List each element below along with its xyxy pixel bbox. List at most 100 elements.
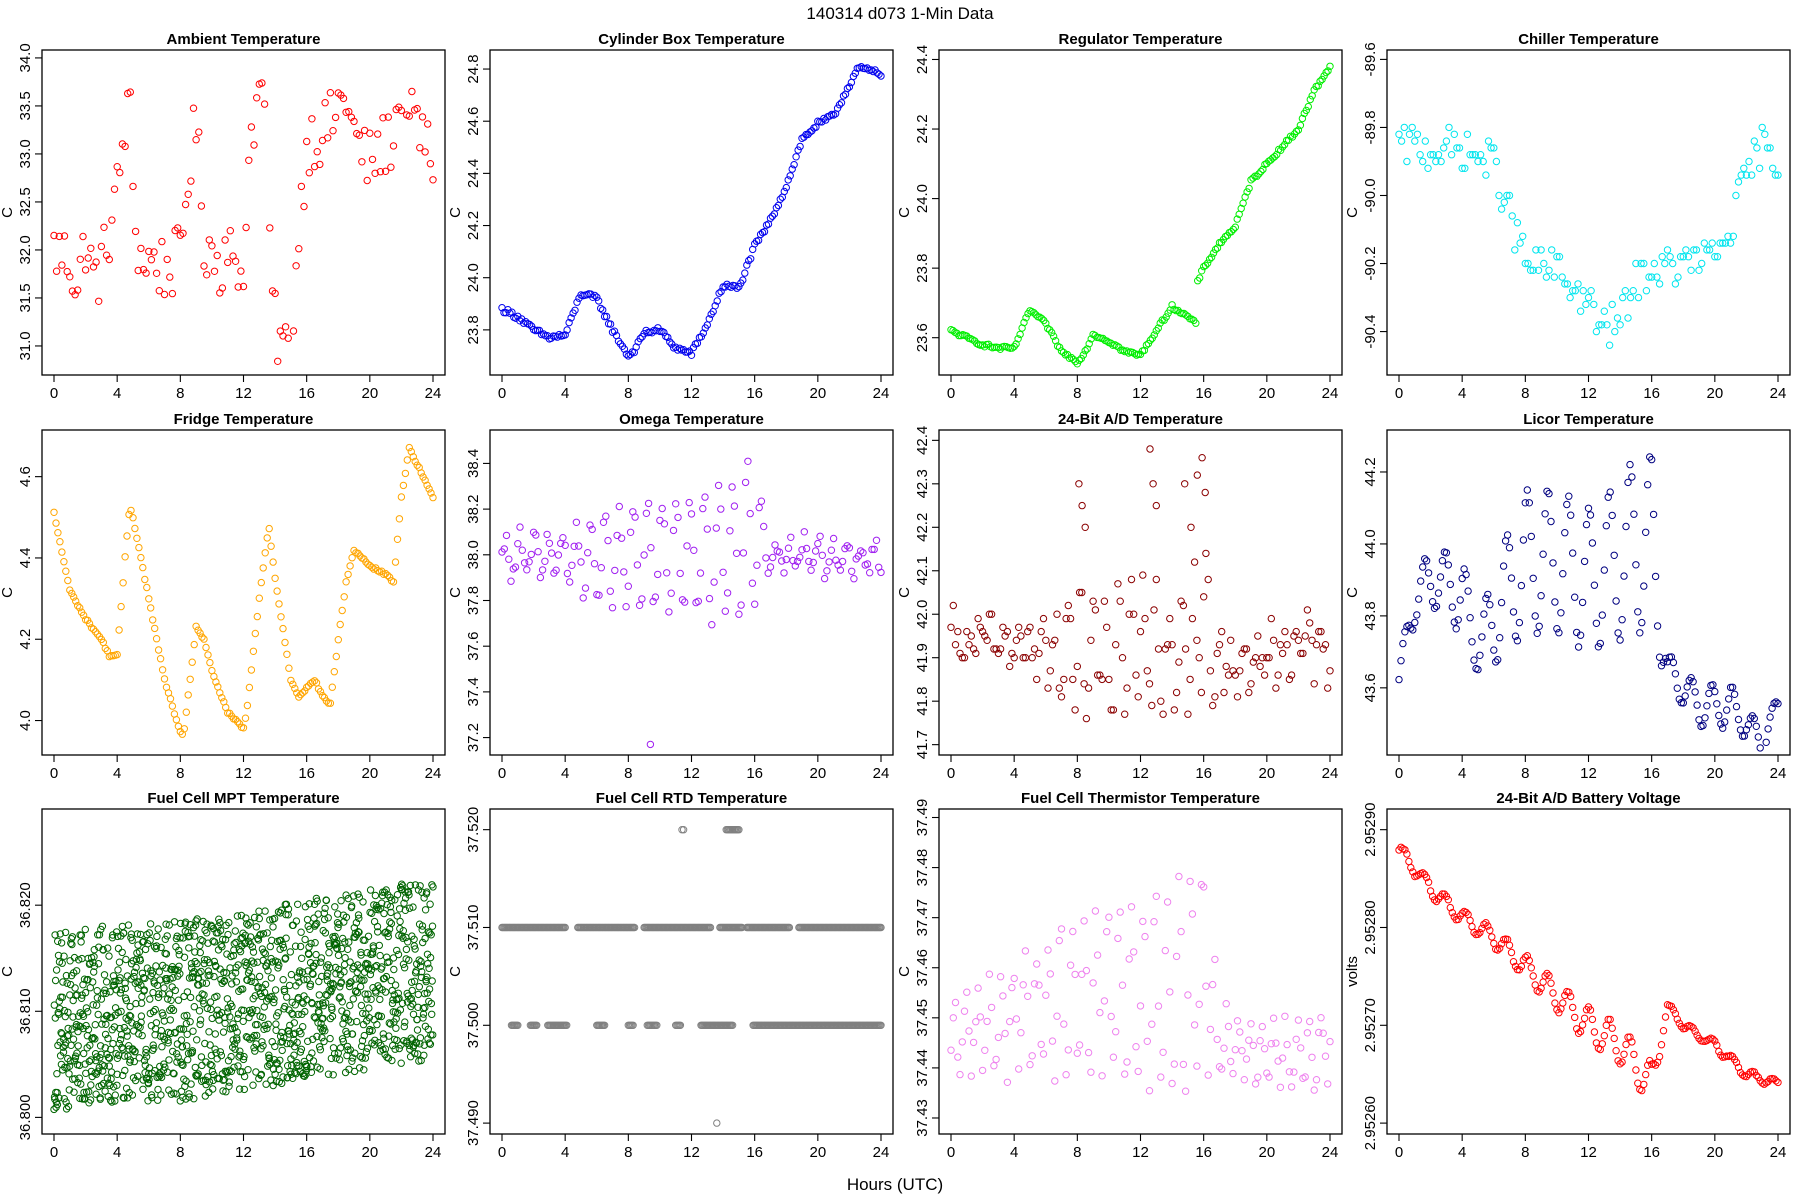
data-point [538, 566, 547, 574]
data-point [717, 505, 725, 513]
data-point [1762, 1079, 1770, 1087]
data-point [794, 146, 802, 154]
data-point [800, 528, 808, 536]
data-point [1303, 606, 1312, 614]
data-point [1653, 273, 1661, 281]
data-point [1655, 280, 1664, 288]
y-tick-label: 38.2 [465, 495, 482, 524]
data-point [1152, 892, 1161, 900]
data-point [818, 551, 826, 559]
data-point [1690, 246, 1698, 254]
data-point [1093, 671, 1102, 679]
data-point [222, 969, 231, 977]
data-point [231, 257, 240, 265]
data-point [1150, 331, 1159, 339]
data-point [322, 697, 331, 705]
data-point [386, 918, 394, 926]
data-point [1055, 343, 1064, 351]
data-point [867, 66, 875, 74]
data-point [282, 900, 291, 908]
data-point [1424, 569, 1433, 577]
panel-title: Fuel Cell MPT Temperature [147, 790, 339, 807]
data-point [1245, 1036, 1253, 1044]
data-point [224, 1004, 232, 1012]
data-point [239, 1017, 247, 1025]
data-point [355, 1064, 364, 1072]
data-point [541, 557, 549, 565]
data-point [1458, 164, 1466, 173]
data-point [58, 548, 66, 556]
data-point [1626, 1033, 1634, 1041]
data-point [1181, 480, 1189, 488]
data-point [502, 531, 511, 540]
data-point [1496, 944, 1504, 952]
data-point [1112, 641, 1120, 649]
data-point [1267, 1040, 1276, 1048]
data-points [1395, 453, 1782, 752]
data-point [1193, 636, 1201, 644]
data-point [1584, 504, 1593, 512]
data-point [123, 532, 131, 540]
data-point [958, 1038, 966, 1046]
data-point [114, 944, 123, 953]
data-point [1243, 188, 1251, 196]
data-point [275, 1065, 283, 1074]
data-point [969, 645, 978, 653]
data-point [1626, 460, 1634, 469]
data-point [298, 954, 306, 962]
data-point [1276, 641, 1285, 649]
data-point [115, 958, 124, 966]
data-point [1319, 645, 1327, 653]
data-point [240, 1072, 249, 1081]
data-point [843, 84, 852, 93]
data-point [117, 985, 126, 994]
data-point [1430, 896, 1439, 904]
x-tick-label: 12 [1580, 385, 1597, 402]
data-point [290, 1019, 298, 1027]
data-point [1408, 123, 1416, 132]
data-point [221, 236, 229, 244]
data-point [333, 940, 341, 948]
data-point [1222, 1000, 1230, 1008]
data-point [245, 156, 253, 165]
y-tick-label: 4.4 [17, 548, 34, 569]
data-point [859, 549, 867, 557]
data-point [1037, 627, 1045, 636]
data-point [195, 1007, 204, 1015]
data-point [1308, 1053, 1316, 1062]
data-point [807, 566, 815, 574]
data-point [104, 1034, 112, 1043]
data-point [1632, 1066, 1640, 1074]
data-point [610, 327, 619, 335]
data-point [543, 530, 551, 539]
data-point [1628, 473, 1636, 481]
data-point [1754, 733, 1763, 741]
data-point [857, 547, 865, 555]
data-point [133, 930, 142, 938]
data-point [1770, 699, 1778, 707]
data-point [1145, 1087, 1154, 1095]
data-point [1294, 126, 1303, 134]
data-point [746, 509, 754, 518]
data-point [203, 1004, 212, 1013]
data-point [114, 966, 122, 974]
data-point [1466, 151, 1474, 159]
x-tick-label: 20 [361, 765, 378, 782]
data-point [98, 1020, 106, 1028]
data-point [328, 683, 336, 691]
x-tick-label: 16 [298, 1144, 315, 1161]
data-point [426, 900, 434, 908]
data-point [514, 1021, 522, 1030]
data-point [726, 527, 734, 535]
data-point [1413, 130, 1422, 139]
data-point [1571, 593, 1579, 601]
data-point [1326, 667, 1334, 675]
data-point [509, 565, 517, 573]
data-point [798, 546, 806, 554]
y-tick-label: 44.2 [1362, 457, 1379, 486]
data-point [390, 965, 398, 974]
data-point [328, 1012, 337, 1021]
data-point [170, 1070, 178, 1078]
data-point [1774, 171, 1782, 179]
